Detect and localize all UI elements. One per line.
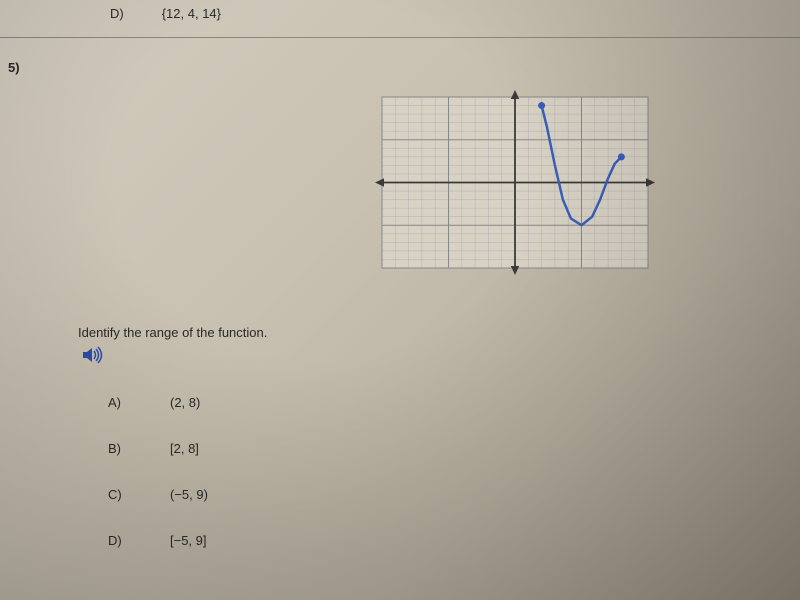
option-letter: B) [108, 441, 170, 456]
option-letter: A) [108, 395, 170, 410]
option-letter: D) [108, 533, 170, 548]
option-value: [2, 8] [170, 441, 199, 456]
option-c[interactable]: C) (−5, 9) [108, 487, 208, 502]
question-prompt: Identify the range of the function. [78, 325, 267, 340]
question-number: 5) [8, 60, 20, 75]
option-value: [−5, 9] [170, 533, 207, 548]
option-b[interactable]: B) [2, 8] [108, 441, 208, 456]
question-divider [0, 37, 800, 38]
audio-icon[interactable] [82, 346, 104, 369]
option-d[interactable]: D) [−5, 9] [108, 533, 208, 548]
prev-option-letter: D) [110, 6, 124, 21]
option-a[interactable]: A) (2, 8) [108, 395, 208, 410]
option-letter: C) [108, 487, 170, 502]
answer-options: A) (2, 8) B) [2, 8] C) (−5, 9) D) [−5, 9… [108, 395, 208, 579]
prev-option-value: {12, 4, 14} [162, 6, 221, 21]
prev-option-d: D) {12, 4, 14} [110, 6, 221, 21]
option-value: (−5, 9) [170, 487, 208, 502]
function-graph [360, 75, 670, 290]
option-value: (2, 8) [170, 395, 200, 410]
